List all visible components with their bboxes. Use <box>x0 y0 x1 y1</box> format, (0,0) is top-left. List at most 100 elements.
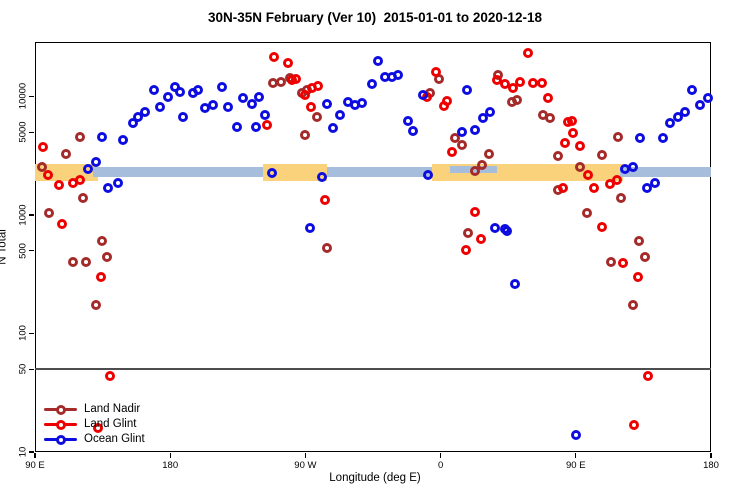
data-point-land-nadir <box>68 257 79 268</box>
x-axis-tick <box>710 453 712 458</box>
data-point-ocean-glint <box>112 178 123 189</box>
data-point-land-glint <box>57 218 68 229</box>
x-axis-title: Longitude (deg E) <box>329 472 421 484</box>
data-point-land-nadir <box>463 228 474 239</box>
data-point-ocean-glint <box>509 279 520 290</box>
data-point-ocean-glint <box>334 109 345 120</box>
data-point-ocean-glint <box>672 112 683 123</box>
y-axis-tick <box>29 131 34 133</box>
y-axis-tick-label: 100 <box>17 325 29 342</box>
data-point-land-nadir <box>78 193 89 204</box>
data-point-land-nadir <box>615 193 626 204</box>
y-axis-tick <box>29 214 34 216</box>
data-point-ocean-glint <box>132 112 143 123</box>
y-axis-tick <box>29 368 34 370</box>
data-point-ocean-glint <box>174 87 185 98</box>
data-point-land-glint <box>507 82 518 93</box>
y-axis-tick-label: 5000 <box>17 121 29 143</box>
data-point-land-glint <box>75 175 86 186</box>
data-point-land-nadir <box>633 236 644 247</box>
data-point-ocean-glint <box>403 116 414 127</box>
data-point-land-glint <box>527 77 538 88</box>
data-point-land-nadir <box>582 207 593 218</box>
data-point-ocean-glint <box>456 127 467 138</box>
data-point-ocean-glint <box>570 429 581 440</box>
data-point-ocean-glint <box>102 182 113 193</box>
data-point-land-glint <box>574 141 585 152</box>
x-axis-tick-label: 180 <box>703 460 719 471</box>
data-point-ocean-glint <box>642 182 653 193</box>
y-axis-tick-label: 1000 <box>17 204 29 226</box>
data-point-land-glint <box>642 370 653 381</box>
data-point-land-nadir <box>456 139 467 150</box>
data-point-land-nadir <box>552 150 563 161</box>
data-point-land-glint <box>567 116 578 127</box>
data-point-land-glint <box>515 76 526 87</box>
data-point-ocean-glint <box>422 170 433 181</box>
legend: Land Nadir Land Glint Ocean Glint <box>44 402 244 447</box>
data-point-ocean-glint <box>177 112 188 123</box>
data-point-ocean-glint <box>627 162 638 173</box>
data-point-land-nadir <box>612 132 623 143</box>
data-point-ocean-glint <box>664 117 675 128</box>
data-point-ocean-glint <box>251 122 262 133</box>
y-axis-title: N Total <box>0 229 9 265</box>
x-axis-tick-label: 90 W <box>294 460 317 471</box>
data-point-land-nadir <box>574 162 585 173</box>
data-point-land-glint <box>588 182 599 193</box>
data-point-land-nadir <box>276 76 287 87</box>
data-point-ocean-glint <box>392 69 403 80</box>
data-point-land-glint <box>54 180 65 191</box>
chart-title: 30N-35N February (Ver 10) 2015-01-01 to … <box>208 10 542 25</box>
data-point-land-glint <box>38 141 49 152</box>
data-point-land-nadir <box>483 149 494 160</box>
count-band <box>327 166 433 178</box>
data-point-ocean-glint <box>322 99 333 110</box>
data-point-ocean-glint <box>96 132 107 143</box>
data-point-land-nadir <box>81 257 92 268</box>
data-point-ocean-glint <box>694 99 705 110</box>
count-band <box>620 166 711 178</box>
y-axis-tick <box>29 95 34 98</box>
data-point-land-glint <box>105 370 116 381</box>
data-point-land-glint <box>461 244 472 255</box>
data-point-land-nadir <box>627 299 638 310</box>
data-point-land-glint <box>96 271 107 282</box>
y-axis-tick-label: 50 <box>17 363 29 375</box>
data-point-land-nadir <box>75 132 86 143</box>
reference-line-50 <box>35 368 711 370</box>
data-point-ocean-glint <box>223 102 234 113</box>
y-axis-tick <box>29 451 34 453</box>
data-point-ocean-glint <box>316 172 327 183</box>
data-point-ocean-glint <box>461 85 472 96</box>
data-point-ocean-glint <box>367 79 378 90</box>
data-point-ocean-glint <box>477 112 488 123</box>
data-point-land-glint <box>537 77 547 88</box>
data-point-ocean-glint <box>162 92 173 103</box>
legend-label: Ocean Glint <box>84 433 145 445</box>
data-point-land-glint <box>560 138 571 148</box>
count-band <box>262 163 328 181</box>
data-point-land-glint <box>543 92 553 103</box>
data-point-ocean-glint <box>485 106 496 117</box>
data-point-ocean-glint <box>154 102 165 113</box>
data-point-land-glint <box>42 170 53 181</box>
data-point-ocean-glint <box>83 164 94 175</box>
data-point-land-nadir <box>322 242 333 253</box>
x-axis-tick-label: 90 E <box>566 460 586 471</box>
y-axis-tick <box>29 250 34 252</box>
data-point-land-nadir <box>470 166 481 177</box>
data-point-ocean-glint <box>208 99 218 110</box>
y-axis-tick-label: 10 <box>17 446 29 458</box>
data-point-land-nadir <box>102 252 113 263</box>
data-point-ocean-glint <box>267 168 278 179</box>
data-point-land-nadir <box>449 133 460 144</box>
data-point-ocean-glint <box>247 99 258 110</box>
data-point-ocean-glint <box>232 122 243 133</box>
data-point-ocean-glint <box>253 92 264 103</box>
data-point-land-glint <box>470 207 481 217</box>
data-point-ocean-glint <box>148 85 159 96</box>
data-point-ocean-glint <box>649 178 660 189</box>
data-point-ocean-glint <box>470 125 481 136</box>
y-axis-tick-label: 500 <box>17 242 29 259</box>
